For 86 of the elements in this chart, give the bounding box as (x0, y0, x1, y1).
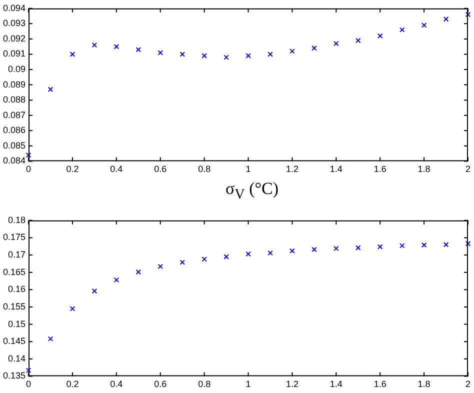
point (180, 52, 185, 57)
x-tick-label: 0 (26, 379, 32, 390)
y-tick-label: 0.15 (8, 318, 26, 329)
point (268, 52, 273, 57)
point (312, 46, 317, 51)
point (399, 27, 405, 32)
y-tick-label: 0.17 (8, 250, 26, 260)
y-tick-label: 0.09 (8, 64, 26, 74)
y-tick-label: 0.091 (2, 48, 26, 59)
point (114, 277, 120, 283)
point (70, 52, 76, 57)
point (92, 288, 98, 294)
point (114, 44, 120, 50)
point (356, 38, 361, 44)
y-tick-label: 0.094 (2, 2, 26, 13)
point (465, 12, 471, 18)
point (334, 40, 339, 46)
point (180, 260, 185, 265)
point (465, 240, 471, 246)
point (158, 264, 163, 270)
x-tick-label: 2 (465, 379, 471, 390)
x-tick-label: 1.6 (374, 164, 386, 174)
x-tick-label: 0.2 (66, 164, 79, 174)
x-tick-label: 1.2 (286, 379, 298, 390)
point (399, 243, 405, 248)
x-tick-label: 1.6 (374, 379, 386, 390)
point (377, 33, 383, 39)
y-tick-label: 0.18 (8, 214, 26, 225)
x-tick-label: 1.8 (418, 379, 430, 390)
y-tick-label: 0.145 (2, 336, 26, 346)
x-tick-label: 0.8 (198, 164, 211, 174)
point (136, 47, 142, 52)
x-tick-label: 1.4 (330, 164, 342, 174)
point (26, 368, 32, 373)
y-tick-label: 0.165 (2, 266, 26, 277)
x-tick-label: 0.2 (66, 379, 79, 390)
point (290, 48, 295, 54)
x-tick-label: 1 (246, 164, 251, 174)
y-tick-label: 0.084 (2, 156, 26, 166)
point (246, 251, 251, 257)
point (48, 336, 54, 342)
x-tick-label: 0.4 (110, 379, 123, 390)
y-tick-label: 0.087 (2, 110, 26, 120)
point (92, 42, 98, 48)
y-tick-label: 0.092 (2, 33, 26, 44)
x-tick-label: 0.6 (154, 164, 167, 174)
y-tick-label: 0.089 (2, 79, 26, 90)
point (158, 50, 163, 56)
x-tick-label: 0.6 (154, 379, 167, 390)
point (224, 54, 229, 60)
point (421, 22, 427, 28)
point (377, 244, 383, 250)
x-tick-label: 1.4 (330, 379, 342, 390)
x-tick-label: 1 (246, 379, 251, 390)
x-tick-label: 2 (465, 164, 471, 174)
point (202, 53, 207, 58)
point (136, 269, 142, 275)
y-tick-label: 0.088 (2, 94, 26, 105)
point (443, 242, 449, 248)
y-tick-label: 0.085 (2, 140, 26, 150)
x-tick-label: 0 (26, 164, 32, 174)
point (312, 246, 317, 252)
x-axis-title: σ$_{V}$ (°C) (224, 178, 280, 202)
y-tick-label: 0.093 (2, 18, 26, 28)
point (356, 245, 361, 250)
point (26, 152, 32, 158)
point (48, 86, 54, 92)
point (70, 306, 76, 312)
y-tick-label: 0.14 (8, 353, 26, 364)
y-tick-label: 0.135 (2, 370, 26, 381)
point (246, 53, 251, 58)
point (334, 246, 339, 252)
x-tick-label: 1.8 (418, 164, 430, 174)
point (224, 254, 229, 260)
x-tick-label: 0.4 (110, 164, 123, 174)
x-tick-label: 1.2 (286, 164, 298, 174)
y-tick-label: 0.086 (2, 125, 26, 136)
point (421, 242, 427, 248)
y-tick-label: 0.155 (2, 301, 26, 312)
point (202, 256, 207, 262)
point (443, 16, 449, 22)
y-tick-label: 0.16 (8, 284, 26, 294)
x-tick-label: 0.8 (198, 379, 211, 390)
point (290, 248, 295, 254)
y-tick-label: 0.175 (2, 232, 26, 242)
point (268, 250, 273, 256)
